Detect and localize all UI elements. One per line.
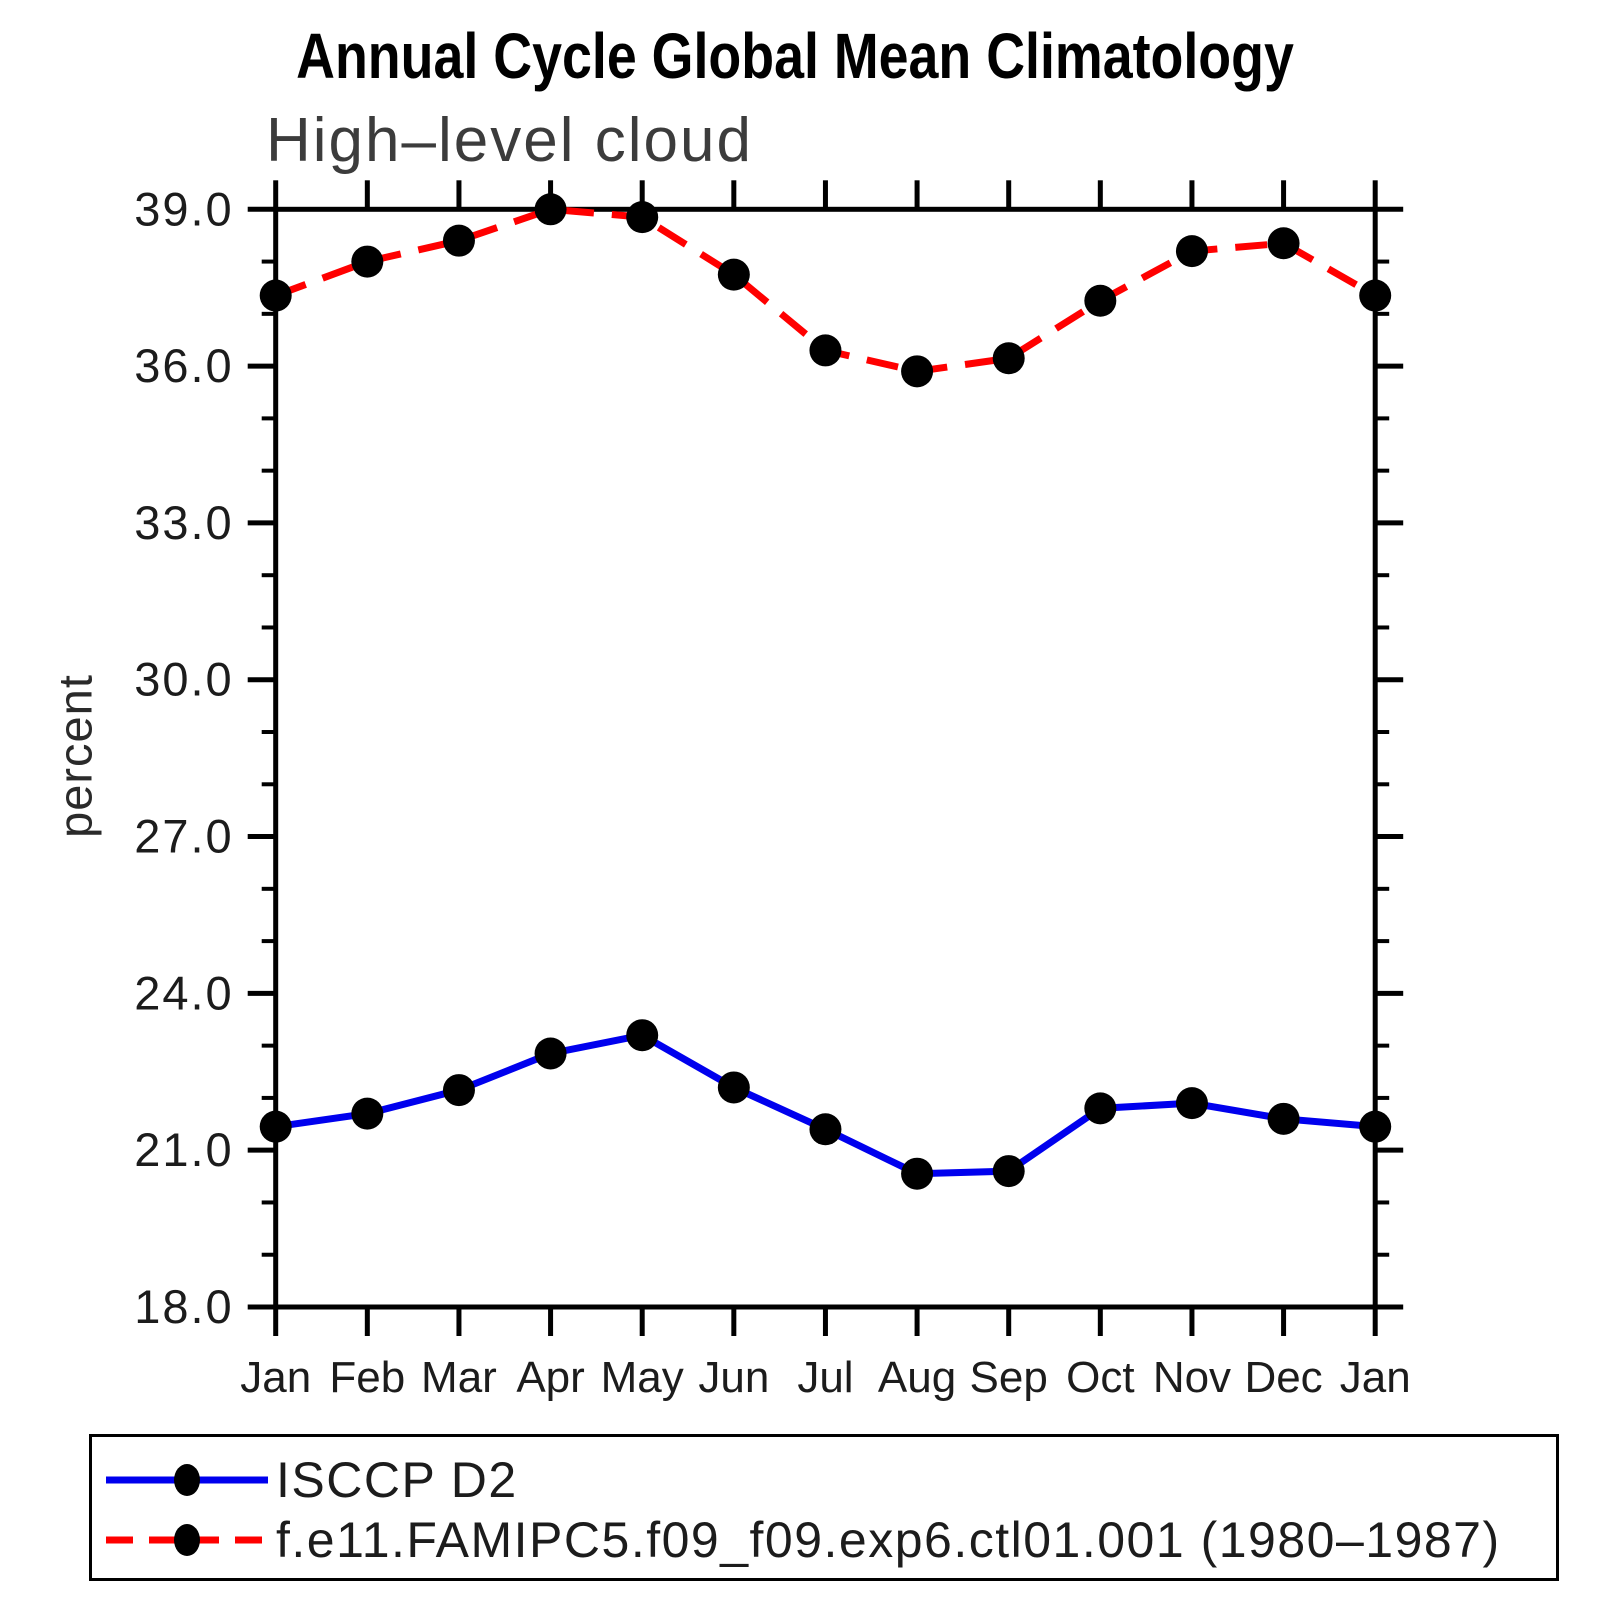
y-tick-label: 21.0 [134, 1123, 233, 1176]
data-point [717, 1071, 750, 1104]
legend-marker-dot [174, 1464, 200, 1496]
y-tick-label: 33.0 [134, 496, 233, 549]
x-tick-label: Jul [797, 1353, 853, 1402]
data-point [626, 201, 659, 234]
y-tick-label: 39.0 [134, 182, 233, 235]
data-point [717, 258, 750, 291]
data-point [809, 1113, 842, 1146]
x-tick-label: Feb [329, 1353, 405, 1402]
chart-subtitle: High–level cloud [266, 106, 753, 175]
data-point [442, 224, 475, 257]
data-point [1084, 1092, 1117, 1125]
legend-marker-dot [174, 1524, 200, 1556]
data-point [1084, 284, 1117, 317]
x-tick-label: Sep [970, 1353, 1048, 1402]
data-point [1359, 279, 1392, 312]
data-point [992, 342, 1025, 375]
x-tick-label: May [601, 1353, 684, 1402]
data-point [1267, 1102, 1300, 1135]
legend-sample-dashed-line [106, 1524, 268, 1556]
data-point [992, 1155, 1025, 1188]
data-point [901, 355, 934, 388]
data-point [1267, 227, 1300, 260]
y-tick-label: 18.0 [134, 1280, 233, 1333]
legend-label-model: f.e11.FAMIPC5.f09_f09.exp6.ctl01.001 (19… [276, 1512, 1501, 1568]
data-point [442, 1074, 475, 1107]
x-tick-label: Apr [516, 1353, 584, 1402]
y-tick-label: 27.0 [134, 810, 233, 863]
series-line-0 [275, 1031, 1376, 1178]
axis-frame [273, 206, 1378, 1310]
data-point [1359, 1110, 1392, 1143]
data-point [534, 193, 567, 226]
x-tick-label: Dec [1244, 1353, 1322, 1402]
x-tick-label: Aug [878, 1353, 956, 1402]
x-tick-label: Jan [240, 1353, 311, 1402]
chart-title: Annual Cycle Global Mean Climatology [296, 20, 1294, 92]
data-point [626, 1019, 659, 1052]
data-point [1175, 1087, 1208, 1120]
x-tick-label: Jun [698, 1353, 769, 1402]
y-tick-label: 36.0 [134, 339, 233, 392]
data-point [1175, 235, 1208, 268]
legend-label-isccp: ISCCP D2 [276, 1452, 518, 1508]
legend-box: ISCCP D2 f.e11.FAMIPC5.f09_f09.exp6.ctl0… [89, 1434, 1559, 1581]
legend-entry-model: f.e11.FAMIPC5.f09_f09.exp6.ctl01.001 (19… [102, 1512, 1501, 1568]
x-tick-label: Oct [1066, 1353, 1134, 1402]
data-point [259, 1110, 292, 1143]
y-tick-label: 24.0 [134, 966, 233, 1019]
data-point [534, 1037, 567, 1070]
x-tick-label: Mar [421, 1353, 497, 1402]
data-point [351, 245, 384, 278]
y-tick-label: 30.0 [134, 653, 233, 706]
legend-sample-solid-line [106, 1464, 268, 1496]
data-point [809, 334, 842, 367]
x-tick-label: Nov [1153, 1353, 1231, 1402]
data-point [259, 279, 292, 312]
data-point [351, 1097, 384, 1130]
x-tick-label: Jan [1340, 1353, 1411, 1402]
data-point [901, 1157, 934, 1190]
legend-entry-isccp: ISCCP D2 [102, 1452, 518, 1508]
